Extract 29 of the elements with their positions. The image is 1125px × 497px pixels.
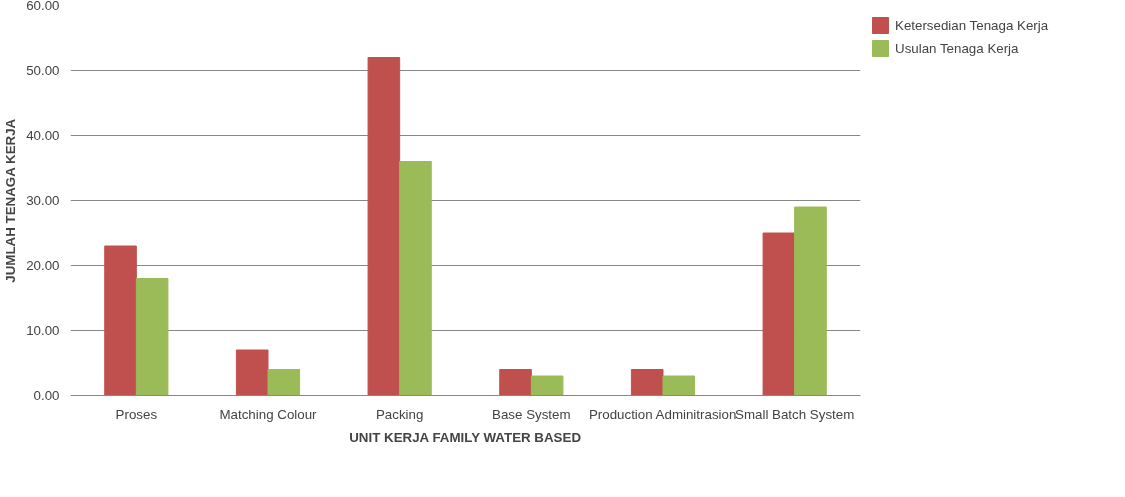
y-tick-label: 0.00 <box>33 388 60 403</box>
y-tick-label: 40.00 <box>26 128 60 143</box>
y-tick-label: 60.00 <box>26 0 60 13</box>
bar <box>135 278 169 396</box>
x-tick-label: Small Batch System <box>735 406 855 422</box>
bar <box>367 57 401 396</box>
x-tick-label: Production Adminitrasion <box>588 406 737 422</box>
bar <box>267 369 301 396</box>
x-tick-label: Packing <box>375 406 424 422</box>
y-tick-label: 20.00 <box>26 258 60 273</box>
x-axis-title: UNIT KERJA FAMILY WATER BASED <box>349 429 582 445</box>
bar <box>762 232 796 396</box>
y-tick-label: 50.00 <box>26 63 60 78</box>
bar <box>630 369 664 396</box>
legend-label: Usulan Tenaga Kerja <box>895 40 1019 56</box>
bar <box>399 161 432 396</box>
x-tick-label: Proses <box>115 406 158 422</box>
y-tick-label: 10.00 <box>26 323 60 338</box>
x-tick-label: Base System <box>492 406 571 422</box>
bar <box>662 375 696 396</box>
bar <box>235 349 269 396</box>
y-axis-title: JUMLAH TENAGA KERJA <box>3 118 19 283</box>
bar <box>794 206 827 396</box>
bar <box>530 375 564 396</box>
y-tick-label: 30.00 <box>26 193 60 208</box>
bar <box>499 369 532 396</box>
legend-label: Ketersedian Tenaga Kerja <box>895 17 1049 33</box>
bar <box>104 245 137 396</box>
x-tick-label: Matching Colour <box>219 406 318 422</box>
